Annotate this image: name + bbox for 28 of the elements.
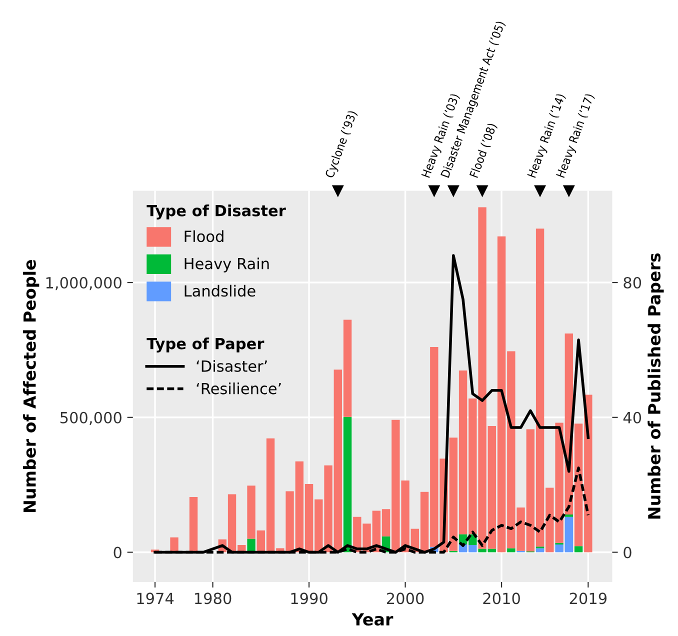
y2-tick-label: 0 (624, 546, 632, 558)
legend-label: Flood (184, 230, 224, 242)
y2-tick-label: 80 (624, 276, 642, 289)
text: Type of Paper (146, 338, 264, 352)
x-tick-label: 1980 (195, 592, 232, 604)
text: Type of Disaster (146, 204, 286, 220)
bar (574, 546, 583, 552)
y-tick-label: 1,000,000 (46, 276, 122, 290)
y2-axis-title: Number of Published Papers (648, 253, 664, 519)
x-axis-title: Year (352, 613, 394, 626)
bar (170, 537, 178, 552)
legend-label: Landslide (184, 284, 256, 297)
legend-label: ‘Disaster’ (196, 360, 267, 372)
y2-tick-label: 40 (623, 412, 642, 424)
x-tick-label: 1990 (291, 592, 328, 604)
x-tick-label: 1974 (137, 592, 174, 604)
x-tick-label: 2019 (570, 592, 607, 604)
x-tick-label: 2010 (483, 592, 520, 604)
bar (343, 416, 352, 552)
bar (507, 548, 516, 552)
x-tick-label: 2000 (386, 592, 424, 604)
bar (189, 496, 198, 552)
legend-label: ‘Resilience’ (196, 382, 281, 394)
bar (536, 548, 544, 552)
y-axis-title: Number of Affected People (23, 260, 40, 512)
legend-label: Heavy Rain (184, 258, 269, 272)
y-tick-label: 0 (114, 546, 122, 558)
y-tick-label: 500,000 (60, 412, 122, 425)
